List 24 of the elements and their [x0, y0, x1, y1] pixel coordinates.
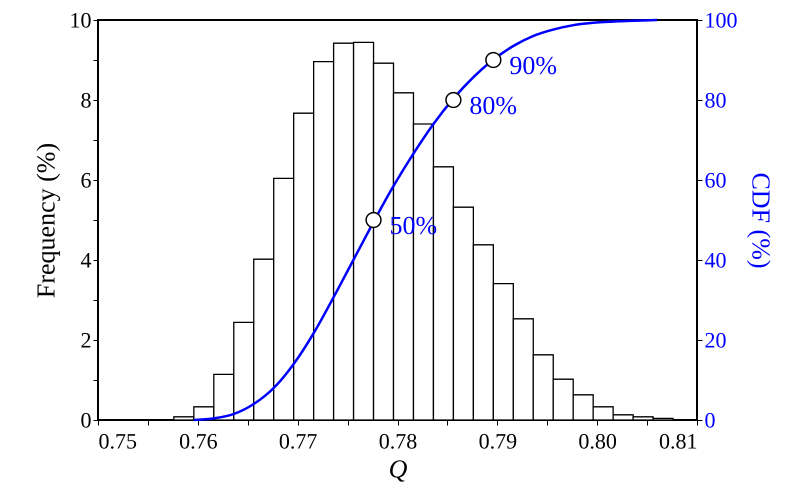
y-tick-label: 0 [80, 408, 92, 432]
x-tick-label: 0.75 [98, 428, 137, 454]
y2-tick-label: 80 [704, 88, 726, 112]
y-tick-label: 6 [80, 168, 92, 192]
x-axis-title: Q [388, 454, 408, 484]
x-tick-label: 0.77 [278, 428, 318, 454]
y2-axis-title: CDF (%) [746, 172, 776, 269]
y-tick-label: 2 [80, 328, 92, 352]
y-tick-label: 4 [80, 248, 92, 272]
x-tick-label: 0.81 [659, 428, 698, 454]
y2-tick-label: 60 [704, 168, 726, 192]
x-tick-label: 0.76 [179, 428, 218, 454]
x-tick-label: 0.78 [378, 428, 418, 454]
y-tick-label: 8 [80, 88, 92, 112]
y2-tick-label: 40 [704, 248, 726, 272]
y2-tick-label: 100 [704, 8, 738, 32]
data-label: 90% [509, 51, 558, 80]
y2-tick-label: 0 [704, 408, 716, 432]
x-tick-label: 0.80 [578, 428, 617, 454]
y2-tick-label: 20 [704, 328, 726, 352]
y-tick-label: 10 [70, 8, 92, 32]
x-tick-label: 0.79 [478, 428, 518, 454]
data-label: 80% [469, 91, 518, 120]
y-axis-title: Frequency (%) [32, 142, 60, 298]
